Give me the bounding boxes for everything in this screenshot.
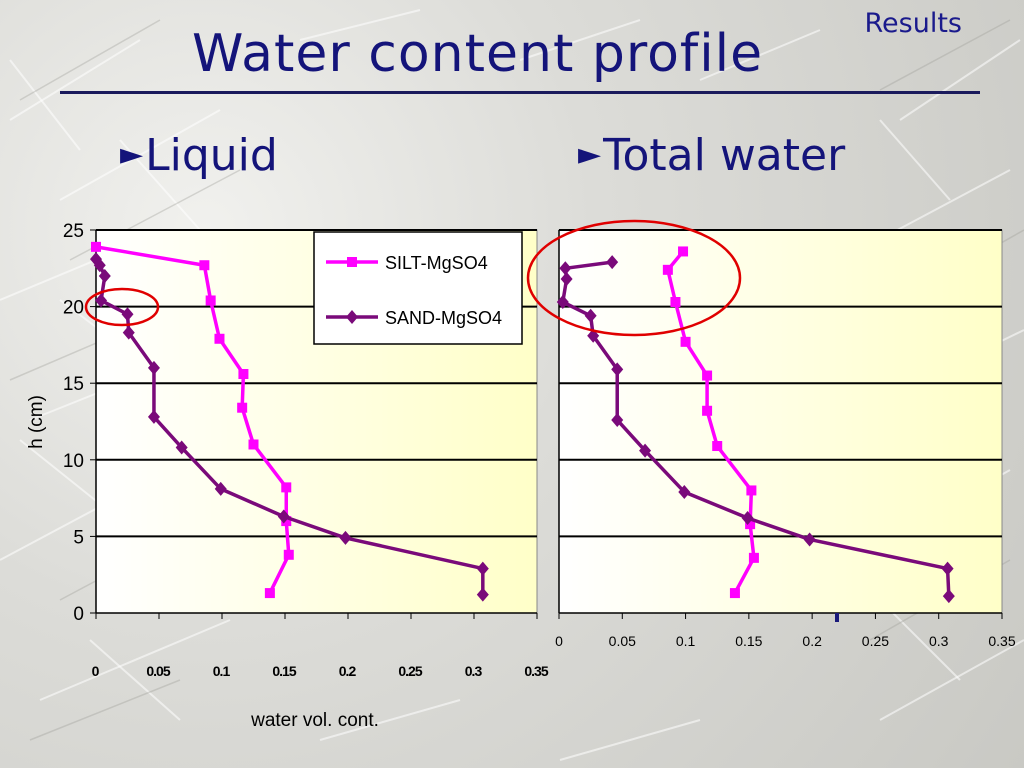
data-point-square — [248, 439, 259, 450]
data-point-diamond — [803, 532, 816, 547]
data-point-diamond — [741, 511, 754, 526]
legend-box — [313, 231, 523, 345]
y-tick-label: 0 — [73, 604, 84, 625]
data-point-square — [702, 370, 713, 381]
x-tick-label: 0.35 — [988, 633, 1015, 649]
data-point-square — [91, 241, 101, 252]
data-point-square — [702, 405, 713, 416]
x-tick-label: 0 — [92, 663, 100, 679]
x-tick-label: 0.15 — [735, 633, 762, 649]
x-tick-label: 0.05 — [146, 663, 170, 679]
triangle-right-icon: ► — [120, 137, 144, 172]
data-point-diamond — [639, 443, 652, 458]
results-label: Results — [864, 8, 963, 39]
data-point-diamond — [122, 325, 135, 340]
data-point-square — [281, 516, 292, 527]
legend-label: SILT-MgSO4 — [385, 253, 488, 273]
data-point-square — [748, 552, 759, 563]
data-point-diamond — [560, 272, 573, 287]
x-tick-label: 0.3 — [465, 663, 483, 679]
data-point-square — [670, 297, 681, 308]
legend: SILT-MgSO4 SAND-MgSO4 — [313, 231, 523, 345]
data-point-diamond — [584, 308, 597, 323]
x-tick-label: 0.05 — [609, 633, 636, 649]
data-point-square — [745, 519, 756, 530]
data-point-diamond — [98, 268, 111, 283]
x-tick-label: 0.3 — [929, 633, 949, 649]
data-point-diamond — [606, 255, 619, 270]
subtitle-total-water-text: Total water — [603, 130, 846, 181]
y-tick-label: 25 — [63, 221, 84, 242]
x-axis-title: water vol. cont. — [250, 710, 379, 731]
data-point-diamond — [476, 561, 489, 576]
legend-marker-square — [347, 257, 357, 267]
y-tick-label: 20 — [63, 298, 84, 319]
data-point-diamond — [678, 484, 691, 499]
data-point-square — [214, 333, 225, 344]
data-point-square — [680, 336, 691, 347]
data-point-diamond — [339, 530, 352, 545]
data-point-diamond — [611, 412, 624, 427]
data-point-square — [281, 482, 292, 493]
highlight-ellipse-liquid — [84, 287, 160, 327]
data-point-diamond — [942, 589, 955, 604]
y-tick-label: 5 — [73, 527, 84, 548]
plot-area-2 — [558, 229, 1003, 614]
x-tick-label: 0.35 — [524, 663, 548, 679]
data-point-diamond — [476, 587, 489, 602]
data-point-diamond — [611, 362, 624, 377]
data-point-square — [678, 246, 689, 257]
y-axis-title: h (cm) — [26, 395, 47, 449]
y-tick-label: 15 — [63, 374, 84, 395]
x-tick-label: 0 — [555, 633, 563, 649]
x-tick-label: 0.1 — [676, 633, 696, 649]
x-tick-label: 0.25 — [398, 663, 422, 679]
x-tick-label: 0.2 — [802, 633, 822, 649]
data-point-square — [238, 369, 249, 380]
title-divider — [60, 91, 980, 94]
data-point-diamond — [147, 360, 160, 375]
data-point-diamond — [90, 252, 102, 267]
data-point-diamond — [556, 295, 569, 310]
highlight-ellipse-total — [526, 219, 742, 337]
subtitle-liquid-text: Liquid — [145, 130, 278, 181]
subtitle-total-water: ►Total water — [578, 130, 845, 181]
data-point-diamond — [121, 307, 134, 322]
axis-marker — [835, 613, 839, 622]
x-tick-label: 0.25 — [862, 633, 889, 649]
data-point-diamond — [941, 561, 954, 576]
data-point-diamond — [559, 261, 572, 276]
data-point-diamond — [95, 293, 108, 308]
data-point-square — [199, 260, 210, 271]
x-tick-label: 0.1 — [213, 663, 231, 679]
data-point-square — [712, 441, 723, 452]
y-tick-label: 10 — [63, 451, 84, 472]
legend-label: SAND-MgSO4 — [385, 308, 502, 328]
x-tick-label: 0.2 — [339, 663, 357, 679]
data-point-square — [662, 264, 673, 275]
data-point-square — [205, 295, 216, 306]
data-point-square — [237, 402, 248, 413]
data-point-diamond — [175, 440, 188, 455]
legend-marker-diamond — [346, 310, 358, 324]
data-point-square — [729, 588, 740, 599]
data-point-diamond — [214, 481, 227, 496]
x-tick-label: 0.15 — [272, 663, 296, 679]
subtitle-liquid: ►Liquid — [120, 130, 278, 181]
data-point-diamond — [277, 509, 290, 524]
page-title: Water content profile — [192, 24, 764, 84]
triangle-right-icon: ► — [578, 137, 602, 172]
data-point-square — [264, 588, 275, 599]
data-point-square — [283, 549, 294, 560]
data-point-square — [746, 485, 757, 496]
data-point-diamond — [147, 409, 160, 424]
